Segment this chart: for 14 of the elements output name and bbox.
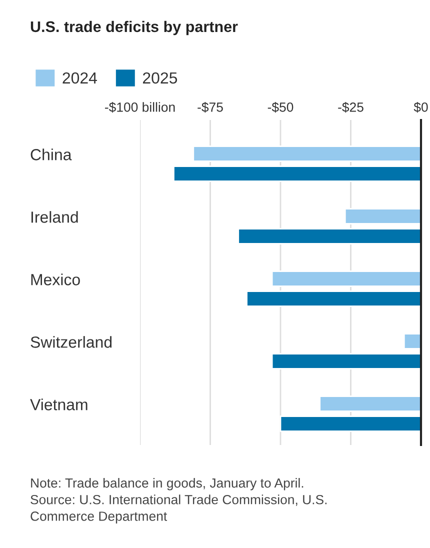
text: Note: Trade balance in goods, January to April. Source: U.S. International Trade Commission, U.S. Commerce Department — [30, 478, 327, 524]
x-tick-label: -$100 billion — [105, 102, 175, 113]
x-tick-label: -$25 — [338, 102, 364, 113]
y-tick-label: Switzerland — [30, 336, 112, 348]
legend-label: 2024 — [62, 72, 97, 84]
y-tick-label: Ireland — [31, 211, 78, 223]
y-tick-label: Vietnam — [30, 398, 88, 410]
x-tick-label: -$75 — [198, 102, 223, 113]
x-tick-label: $0 — [414, 102, 428, 113]
legend-label: 2025 — [142, 72, 178, 84]
y-tick-label: Mexico — [31, 274, 80, 286]
x-tick-label: -$50 — [268, 102, 294, 113]
y-tick-label: China — [30, 148, 72, 160]
chart-title: U.S. trade deficits by partner — [30, 20, 238, 36]
